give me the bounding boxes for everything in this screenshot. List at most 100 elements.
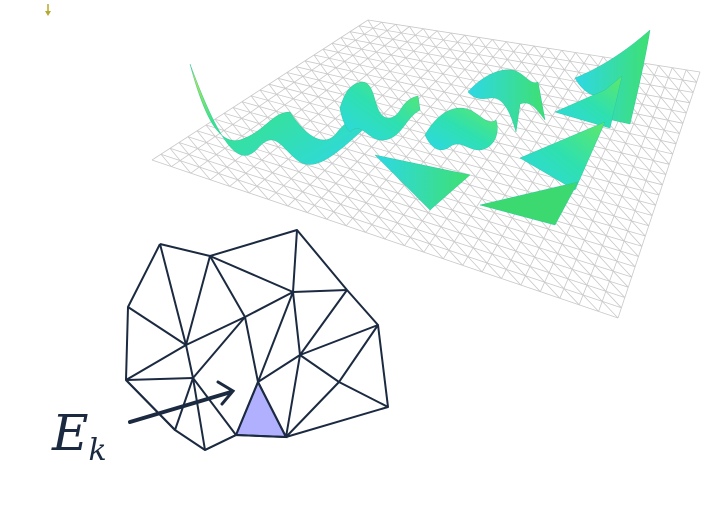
grid-line: [623, 240, 639, 257]
grid-line: [283, 185, 296, 200]
grid-line: [391, 200, 404, 216]
grid-line: [648, 126, 661, 141]
grid-line: [668, 77, 680, 91]
grid-line: [436, 30, 444, 41]
grid-line: [337, 52, 345, 62]
grid-line: [621, 195, 636, 212]
grid-line: [449, 66, 459, 78]
grid-line: [520, 138, 532, 152]
grid-line: [392, 39, 400, 49]
grid-line: [537, 173, 550, 188]
grid-line: [428, 37, 437, 48]
surface-triangle-c: [479, 181, 579, 226]
grid-line: [340, 37, 348, 47]
surface-triangle-b: [519, 121, 606, 191]
grid-line: [575, 259, 592, 276]
highlighted-element: [234, 379, 288, 439]
grid-line: [397, 222, 411, 238]
grid-line: [403, 214, 417, 230]
grid-line: [371, 224, 386, 240]
grid-line: [264, 179, 277, 193]
grid-line: [525, 129, 537, 143]
grid-line: [478, 238, 493, 255]
grid-line: [506, 59, 516, 71]
grid-line: [583, 196, 598, 212]
grid-line: [617, 162, 630, 177]
grid-line: [503, 163, 516, 178]
grid-line: [269, 153, 281, 167]
grid-line: [295, 66, 304, 77]
grid-line: [389, 88, 399, 100]
grid-line: [331, 163, 344, 177]
grid-line: [403, 185, 417, 200]
surface-hump-right: [467, 69, 546, 133]
element-label: Ek: [52, 408, 107, 466]
grid-line: [592, 220, 607, 236]
pointer-arrow: [128, 380, 236, 424]
grid-line: [543, 238, 558, 254]
grid-line: [360, 181, 374, 196]
grid-line: [471, 61, 480, 73]
grid-line: [420, 60, 429, 72]
grid-line: [395, 24, 402, 34]
grid-line: [667, 119, 680, 134]
grid-line: [644, 136, 658, 151]
grid-line: [382, 95, 392, 107]
grid-line: [594, 265, 610, 282]
grid-line: [627, 230, 643, 247]
grid-line: [333, 211, 347, 227]
grid-line: [446, 158, 459, 172]
grid-line: [649, 170, 663, 186]
grid-line: [472, 247, 488, 264]
grid-line: [538, 83, 549, 96]
grid-line: [457, 42, 465, 53]
grid-line: [347, 196, 360, 211]
grid-line: [389, 71, 399, 82]
grid-line: [199, 166, 211, 181]
grid-line: [457, 76, 467, 88]
grid-line: [320, 64, 328, 75]
grid-line: [467, 256, 483, 273]
grid-line: [276, 94, 286, 106]
grid-line: [613, 215, 629, 232]
grid-line: [379, 187, 392, 202]
grid-line: [612, 171, 627, 187]
grid-line: [654, 74, 665, 88]
grid-line: [660, 140, 673, 155]
grid-line: [529, 266, 545, 283]
grid-line: [446, 218, 461, 234]
grid-line: [346, 148, 358, 162]
grid-line: [378, 216, 392, 232]
grid-line: [372, 27, 379, 37]
grid-line: [450, 84, 460, 96]
grid-line: [494, 212, 508, 228]
grid-line: [567, 278, 584, 296]
grid-line: [625, 186, 639, 201]
grid-line: [613, 129, 626, 144]
grid-line: [386, 30, 394, 40]
grid-line: [304, 60, 313, 71]
grid-line: [663, 129, 677, 145]
grid-line: [234, 160, 247, 174]
grid-line: [548, 272, 565, 289]
grid-line: [363, 33, 371, 44]
grid-line: [658, 65, 669, 78]
grid-line: [558, 78, 569, 91]
grid-line: [452, 150, 465, 164]
grid-line: [342, 77, 352, 89]
grid-line: [498, 142, 510, 156]
grid-line: [485, 46, 494, 58]
grid-line: [317, 96, 327, 108]
grid-line: [334, 83, 343, 95]
grid-line: [478, 54, 487, 65]
grid-line: [609, 139, 622, 154]
grid-line: [398, 48, 407, 59]
grid-line: [606, 235, 621, 252]
grid-line: [443, 91, 454, 104]
grid-line: [464, 69, 474, 81]
grid-line: [620, 250, 636, 268]
grid-line: [179, 160, 192, 174]
grid-line: [509, 155, 522, 170]
grid-line: [290, 178, 304, 193]
grid-line: [538, 247, 554, 264]
